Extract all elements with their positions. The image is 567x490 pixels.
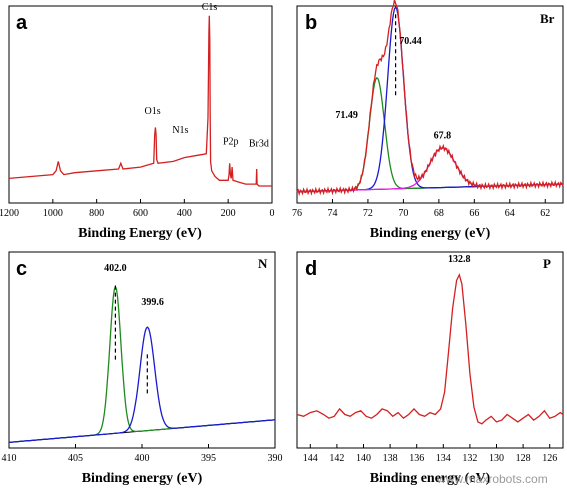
panel-d-xtick-label-5: 134 xyxy=(436,453,451,464)
panel-b-xtick-label-5: 66 xyxy=(469,208,479,219)
panel-b-xtick-label-6: 64 xyxy=(505,208,515,219)
panel-c-xtick-label-0: 410 xyxy=(2,453,17,464)
panel-a-series-0 xyxy=(8,15,272,187)
panel-a-xtick-label-2: 800 xyxy=(89,208,104,219)
panel-d-xtick-label-8: 128 xyxy=(516,453,531,464)
panel-d-xtick-label-4: 136 xyxy=(409,453,424,464)
panel-a-annotation-0: C1s xyxy=(202,2,218,13)
panel-a-xtick-label-1: 1000 xyxy=(43,208,63,219)
panel-d-xtick-label-9: 126 xyxy=(542,453,557,464)
panel-a-letter: a xyxy=(16,12,28,34)
panel-d-xlabel: Binding energy (eV) xyxy=(370,471,491,486)
panel-a-xtick-label-4: 400 xyxy=(177,208,192,219)
panel-c-annotation-0: 402.0 xyxy=(104,263,127,274)
panel-a-xtick-label-5: 200 xyxy=(221,208,236,219)
panel-a-annotation-3: P2p xyxy=(223,136,239,147)
panel-d-xtick-label-6: 132 xyxy=(462,453,477,464)
panel-a-xtick-label-3: 600 xyxy=(133,208,148,219)
panel-b-annotation-2: 67.8 xyxy=(434,131,452,142)
panel-b-letter: b xyxy=(305,12,317,34)
panel-d-xtick-label-3: 138 xyxy=(383,453,398,464)
panel-b-xtick-label-1: 74 xyxy=(327,208,337,219)
panel-d-annotation-0: 132.8 xyxy=(448,254,471,265)
watermark: www.maxrobots.com xyxy=(437,472,548,486)
panel-a-xtick-label-0: 1200 xyxy=(0,208,19,219)
panel-a-annotation-4: Br3d xyxy=(249,138,269,149)
panel-b-peak-green xyxy=(296,76,563,193)
panel-c-xtick-label-2: 400 xyxy=(135,453,150,464)
panel-d-tag: P xyxy=(543,256,551,271)
panel-c-xlabel: Binding energy (eV) xyxy=(82,471,203,486)
panel-b-xtick-label-0: 76 xyxy=(292,208,302,219)
panel-c-tag: N xyxy=(258,256,268,271)
panel-a-xtick-label-6: 0 xyxy=(270,208,275,219)
panel-b-annotation-1: 71.49 xyxy=(335,110,358,121)
panel-b-xtick-label-3: 70 xyxy=(398,208,408,219)
panel-d-xtick-label-7: 130 xyxy=(489,453,504,464)
panel-d-xtick-label-2: 140 xyxy=(356,453,371,464)
panel-c-annotation-1: 399.6 xyxy=(141,297,164,308)
panel-b-tag: Br xyxy=(540,11,555,26)
panel-c-xtick-label-1: 405 xyxy=(68,453,83,464)
panel-d-xtick-label-1: 142 xyxy=(329,453,344,464)
panel-a-xlabel: Binding Energy (eV) xyxy=(78,226,202,241)
panel-c-xtick-label-3: 395 xyxy=(201,453,216,464)
panel-c-peak-blue xyxy=(8,326,276,444)
panel-b-xtick-label-2: 72 xyxy=(363,208,373,219)
panel-b-xtick-label-4: 68 xyxy=(434,208,444,219)
panel-d-series-0 xyxy=(296,272,564,425)
panel-d-letter: d xyxy=(305,258,317,280)
panel-c-letter: c xyxy=(16,258,27,280)
panel-a-annotation-1: O1s xyxy=(144,106,160,117)
panel-b-xlabel: Binding energy (eV) xyxy=(370,226,491,241)
panel-d-xtick-label-0: 144 xyxy=(303,453,318,464)
panel-b-annotation-0: 70.44 xyxy=(399,36,422,47)
panel-a-annotation-2: N1s xyxy=(172,125,188,136)
panel-b-envelope xyxy=(296,0,564,197)
panel-c-xtick-label-4: 390 xyxy=(268,453,283,464)
panel-b-frame xyxy=(296,5,564,204)
panel-c-peak-green xyxy=(8,284,276,444)
panel-b-xtick-label-7: 62 xyxy=(540,208,550,219)
panel-d-frame xyxy=(296,251,564,449)
